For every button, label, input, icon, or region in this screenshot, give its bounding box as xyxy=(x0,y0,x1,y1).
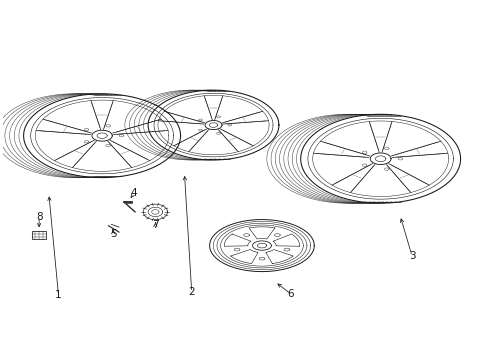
Text: 3: 3 xyxy=(409,251,416,261)
Text: 6: 6 xyxy=(288,289,294,299)
Text: 4: 4 xyxy=(130,189,137,198)
Text: 5: 5 xyxy=(110,229,117,239)
Text: 7: 7 xyxy=(152,220,159,230)
Bar xyxy=(32,231,47,239)
Text: 2: 2 xyxy=(188,287,195,297)
Text: 1: 1 xyxy=(55,290,62,300)
Text: 8: 8 xyxy=(36,212,43,221)
